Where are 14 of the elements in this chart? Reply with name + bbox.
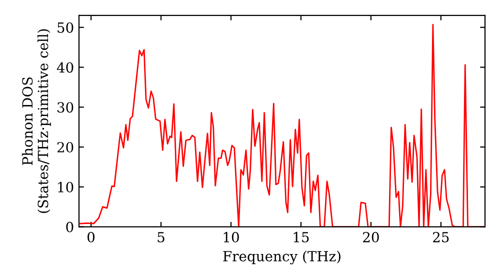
y-tick-label: 0 xyxy=(66,222,74,232)
y-tick-label: 40 xyxy=(56,62,74,73)
x-tick-label: 15 xyxy=(294,232,309,242)
x-tick-label: 10 xyxy=(224,232,239,242)
y-tick-label: 10 xyxy=(58,182,74,192)
x-tick-label: 0 xyxy=(88,232,95,242)
x-tick-label: 5 xyxy=(158,232,164,242)
y-tick-label: 50 xyxy=(58,22,74,33)
y-axis-title: Phonon DOS (States/THz·primitive cell) xyxy=(22,29,51,213)
x-axis-title: Frequency (THz) xyxy=(223,250,340,264)
x-tick-label: 25 xyxy=(433,232,449,242)
y-tick-label: 20 xyxy=(57,142,74,152)
y-tick-label: 30 xyxy=(58,102,74,113)
x-tick-label: 20 xyxy=(363,232,379,242)
